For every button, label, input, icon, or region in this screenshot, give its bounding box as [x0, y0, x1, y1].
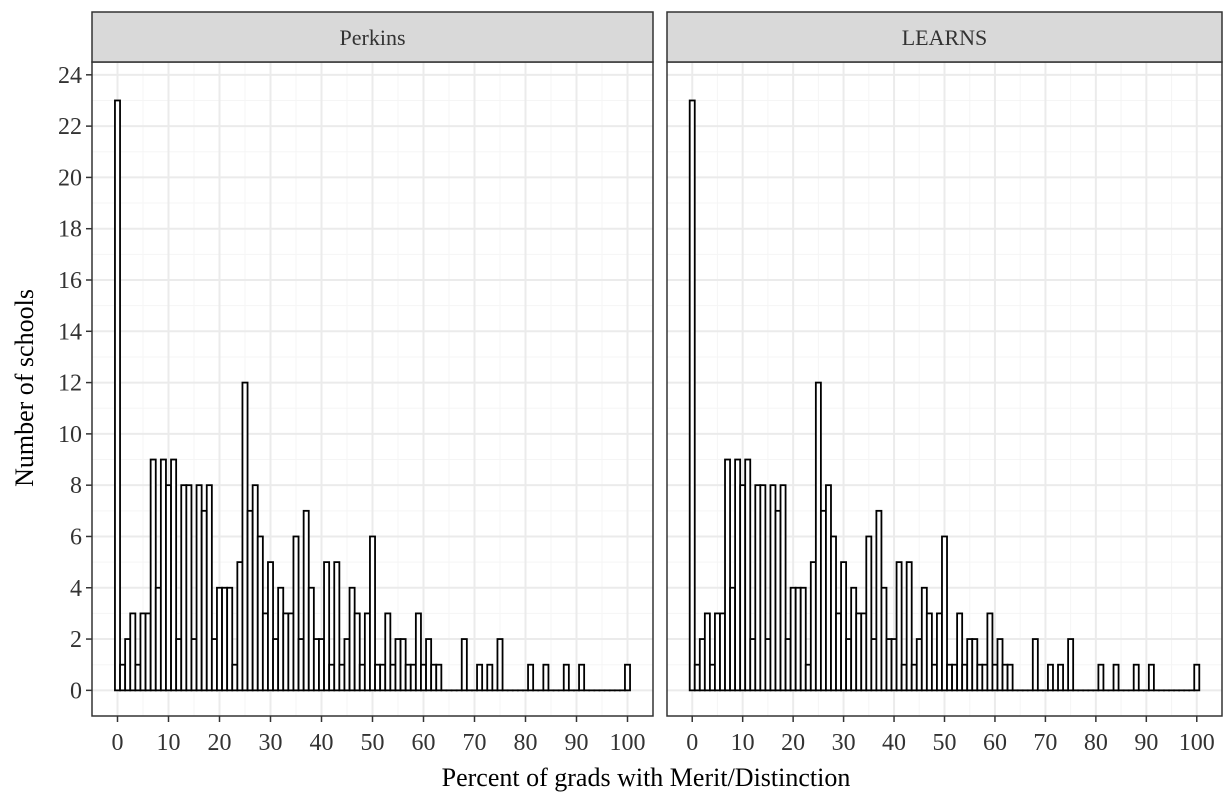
x-tick-label: 30	[832, 730, 856, 756]
x-tick-label: 90	[1134, 730, 1158, 756]
y-tick-label: 2	[70, 627, 82, 653]
histogram-bar	[384, 612, 392, 692]
y-tick-label: 22	[58, 114, 82, 140]
histogram-bar	[744, 458, 752, 692]
x-tick-label: 40	[310, 730, 334, 756]
x-tick-label: 50	[361, 730, 385, 756]
histogram-bar	[435, 663, 443, 692]
histogram-bar	[779, 484, 787, 692]
histogram-bar	[895, 561, 903, 692]
histogram-bar	[1097, 663, 1105, 692]
y-tick-label: 24	[58, 63, 82, 89]
y-tick-label: 14	[58, 319, 82, 345]
x-tick-label: 40	[882, 730, 906, 756]
histogram-bar	[1057, 663, 1064, 692]
histogram-bar	[542, 663, 550, 692]
x-tick-label: 100	[610, 730, 646, 756]
x-tick-label: 70	[1033, 730, 1057, 756]
x-tick-label: 20	[208, 730, 232, 756]
x-tick-label: 60	[983, 730, 1007, 756]
histogram-bar	[149, 458, 157, 692]
histogram-bar	[865, 535, 873, 692]
y-tick-label: 20	[58, 165, 82, 191]
histogram-bar	[624, 663, 631, 692]
facet-panel-learns: LEARNS 0 10 20 30 40 50 60 70 80 90 100	[666, 11, 1223, 756]
facet-strip-label: Perkins	[340, 25, 406, 50]
y-axis-title: Number of schools	[10, 289, 39, 487]
histogram-bar	[1031, 638, 1039, 692]
y-tick-label: 16	[58, 268, 82, 294]
histogram-bar	[1047, 663, 1054, 692]
y-tick-label: 12	[58, 371, 82, 397]
y-tick-label: 8	[70, 473, 82, 499]
histogram-bar	[905, 561, 913, 692]
histogram-bar	[703, 612, 711, 692]
x-tick-label: 20	[781, 730, 805, 756]
x-tick-label: 70	[463, 730, 487, 756]
histogram-bar	[185, 484, 193, 692]
histogram-bar	[460, 638, 468, 692]
histogram-bar	[1132, 663, 1140, 692]
histogram-bar	[759, 484, 767, 692]
x-axis-title: Percent of grads with Merit/Distinction	[442, 763, 851, 792]
histogram-bar	[1112, 663, 1120, 692]
histogram-bar	[840, 561, 848, 692]
histogram-bar	[1006, 663, 1014, 692]
histogram-bar	[353, 612, 361, 692]
histogram-bar	[1147, 663, 1155, 692]
histogram-bar	[688, 99, 696, 692]
x-tick-label: 80	[1084, 730, 1108, 756]
histogram-bar	[724, 458, 731, 692]
histogram-bar	[129, 612, 137, 692]
x-tick-label: 100	[1179, 730, 1215, 756]
histogram-bar	[956, 612, 964, 692]
histogram-bar	[369, 535, 376, 692]
histogram-bar	[414, 612, 422, 692]
x-tick-label: 50	[933, 730, 957, 756]
x-tick-label: 0	[112, 730, 124, 756]
y-tick-label: 4	[70, 576, 82, 602]
histogram-bar	[170, 458, 178, 692]
x-tick-label: 90	[565, 730, 589, 756]
x-tick-label: 0	[686, 730, 698, 756]
histogram-bar	[1193, 663, 1201, 692]
y-tick-label: 0	[70, 678, 82, 704]
x-tick-label: 30	[259, 730, 283, 756]
histogram-bar	[527, 663, 535, 692]
y-tick-label: 10	[58, 422, 82, 448]
histogram-bar	[986, 612, 994, 692]
histogram-bar	[114, 99, 121, 692]
histogram-bar	[226, 586, 234, 692]
facet-strip	[666, 11, 1223, 63]
histogram-bar	[925, 612, 933, 692]
histogram-bar	[267, 561, 274, 692]
x-tick-label: 10	[731, 730, 755, 756]
histogram-bar	[205, 484, 213, 692]
histogram-bar	[578, 663, 586, 692]
histogram-bar	[476, 663, 484, 692]
x-tick-label: 60	[412, 730, 436, 756]
y-tick-label: 6	[70, 524, 82, 550]
histogram-bar	[799, 586, 807, 692]
histogram-bar	[323, 561, 331, 692]
histogram-bar	[333, 561, 341, 692]
histogram-bar	[486, 663, 494, 692]
histogram-bar	[941, 535, 948, 692]
x-tick-label: 10	[157, 730, 181, 756]
facet-strip-label: LEARNS	[902, 25, 988, 50]
histogram-bar	[496, 638, 504, 692]
histogram-bar	[562, 663, 570, 692]
facet-strip	[91, 11, 654, 63]
x-tick-label: 80	[514, 730, 538, 756]
y-tick-label: 18	[58, 217, 82, 243]
histogram-bar	[292, 535, 300, 692]
histogram-bar	[1067, 638, 1075, 692]
